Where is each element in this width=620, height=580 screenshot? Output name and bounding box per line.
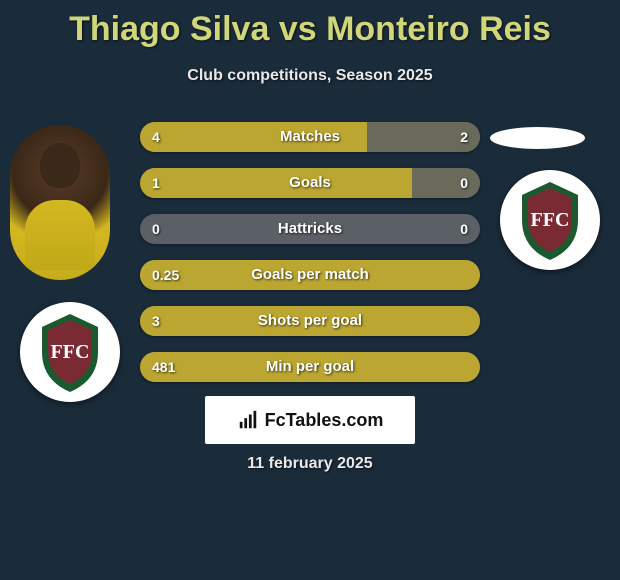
subtitle: Club competitions, Season 2025 <box>0 67 620 85</box>
stat-label: Shots per goal <box>140 306 480 336</box>
watermark: FcTables.com <box>205 396 415 444</box>
stat-label: Goals per match <box>140 260 480 290</box>
stat-row: 0.25Goals per match <box>140 260 480 290</box>
watermark-text: FcTables.com <box>265 410 384 431</box>
page-title: Thiago Silva vs Monteiro Reis <box>0 0 620 49</box>
stat-label: Hattricks <box>140 214 480 244</box>
shield-icon: FFC <box>20 302 120 402</box>
club-badge-left: FFC <box>20 302 120 402</box>
stat-label: Min per goal <box>140 352 480 382</box>
stat-row: 3Shots per goal <box>140 306 480 336</box>
date-text: 11 february 2025 <box>0 455 620 473</box>
svg-text:FFC: FFC <box>531 209 570 231</box>
chart-icon <box>237 409 259 431</box>
stat-label: Goals <box>140 168 480 198</box>
club-badge-right: FFC <box>500 170 600 270</box>
stat-row: 10Goals <box>140 168 480 198</box>
stat-row: 42Matches <box>140 122 480 152</box>
player-photo-left <box>10 125 110 280</box>
stats-container: 42Matches 10Goals 00Hattricks 0.25Goals per… <box>140 122 480 398</box>
svg-text:FFC: FFC <box>51 341 90 363</box>
stat-label: Matches <box>140 122 480 152</box>
stat-row: 481Min per goal <box>140 352 480 382</box>
player-photo-right-placeholder <box>490 127 585 149</box>
stat-row: 00Hattricks <box>140 214 480 244</box>
shield-icon: FFC <box>500 170 600 270</box>
